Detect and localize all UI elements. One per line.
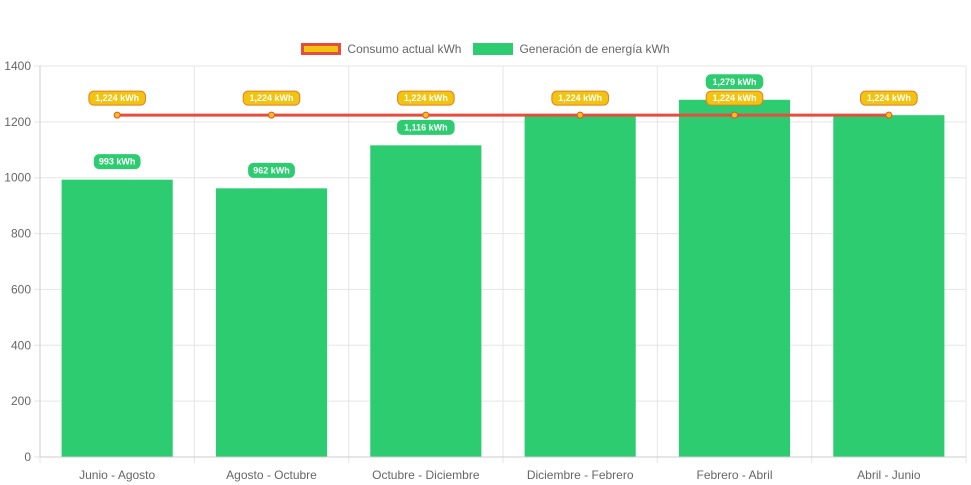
grid [34,65,967,463]
y-tick-label: 800 [11,227,31,241]
data-label-box [551,90,609,106]
data-label-text: 1,224 kWh [712,93,756,103]
bar-generacion[interactable] [370,145,482,457]
y-tick-label: 1400 [4,59,31,73]
data-label-box [93,154,141,170]
data-label-box [88,90,146,106]
bar-generacion[interactable] [215,188,328,457]
x-tick-label: Abril - Junio [857,468,921,482]
x-tick-label: Junio - Agosto [79,468,155,482]
data-label: 1,224 kWh [88,90,146,106]
line-point-consumo[interactable] [113,111,121,119]
y-tick-label: 1200 [4,115,31,129]
data-label-text: 1,224 kWh [867,93,911,103]
y-tick-label: 600 [11,282,31,296]
data-label-box [242,90,301,106]
consumption-line [113,111,893,119]
data-label-box [705,74,764,90]
y-tick-label: 200 [11,394,31,408]
legend: Consumo actual kWh Generación de energía… [0,42,971,56]
axes: 0 200 400 600 800 1000 1200 1400 Junio - Agosto A… [4,59,966,482]
legend-item-generacion[interactable]: Generación de energía kWh [473,42,670,56]
x-tick-label: Diciembre - Febrero [527,468,634,482]
data-label: 1,224 kWh [242,90,301,106]
data-label: 962 kWh [248,162,295,178]
data-label-box [860,90,918,106]
y-tick-label: 1000 [4,171,31,185]
data-label: 1,224 kWh [397,90,455,106]
legend-swatch-generacion [473,43,514,55]
data-label: 1,224 kWh [705,90,764,106]
data-label-text: 1,224 kWh [95,93,139,103]
legend-item-consumo[interactable]: Consumo actual kWh [301,42,461,56]
data-label-text: 1,279 kWh [712,77,756,87]
data-label-box [397,90,455,106]
line-point-consumo[interactable] [576,111,584,119]
line-point-consumo[interactable] [731,111,738,119]
data-label: 1,224 kWh [860,90,918,106]
data-label: 1,116 kWh [397,119,455,135]
x-tick-label: Febrero - Abril [696,468,772,482]
y-tick-label: 400 [11,338,31,352]
data-label-text: 962 kWh [253,165,290,175]
bar-generacion[interactable] [833,115,945,457]
data-label-text: 1,116 kWh [404,122,448,132]
data-label-box [397,119,455,135]
legend-label-consumo: Consumo actual kWh [347,42,462,56]
data-label-text: 1,224 kWh [558,93,602,103]
data-label-text: 1,224 kWh [249,93,293,103]
data-label-text: 993 kWh [99,157,136,167]
line-point-consumo[interactable] [268,111,275,119]
data-label: 1,279 kWh [705,74,764,90]
data-label-box [248,162,295,178]
x-tick-label: Agosto - Octubre [226,468,317,482]
legend-label-generacion: Generación de energía kWh [519,42,670,56]
bar-generacion[interactable] [678,99,791,457]
data-label-text: 1,224 kWh [404,93,448,103]
data-label: 1,224 kWh [551,90,609,106]
bars [61,99,945,457]
data-label: 993 kWh [93,154,141,170]
bar-generacion[interactable] [524,115,636,457]
x-tick-label: Octubre - Diciembre [372,468,480,482]
data-label-box [705,90,764,106]
data-labels: 993 kWh 962 kWh 1,116 kWh 1,279 kWh 1,224 kW… [88,74,918,178]
legend-swatch-consumo [301,43,342,55]
y-tick-label: 0 [24,450,31,464]
line-point-consumo[interactable] [885,111,893,119]
bar-generacion[interactable] [61,179,173,457]
line-point-consumo[interactable] [422,111,430,119]
